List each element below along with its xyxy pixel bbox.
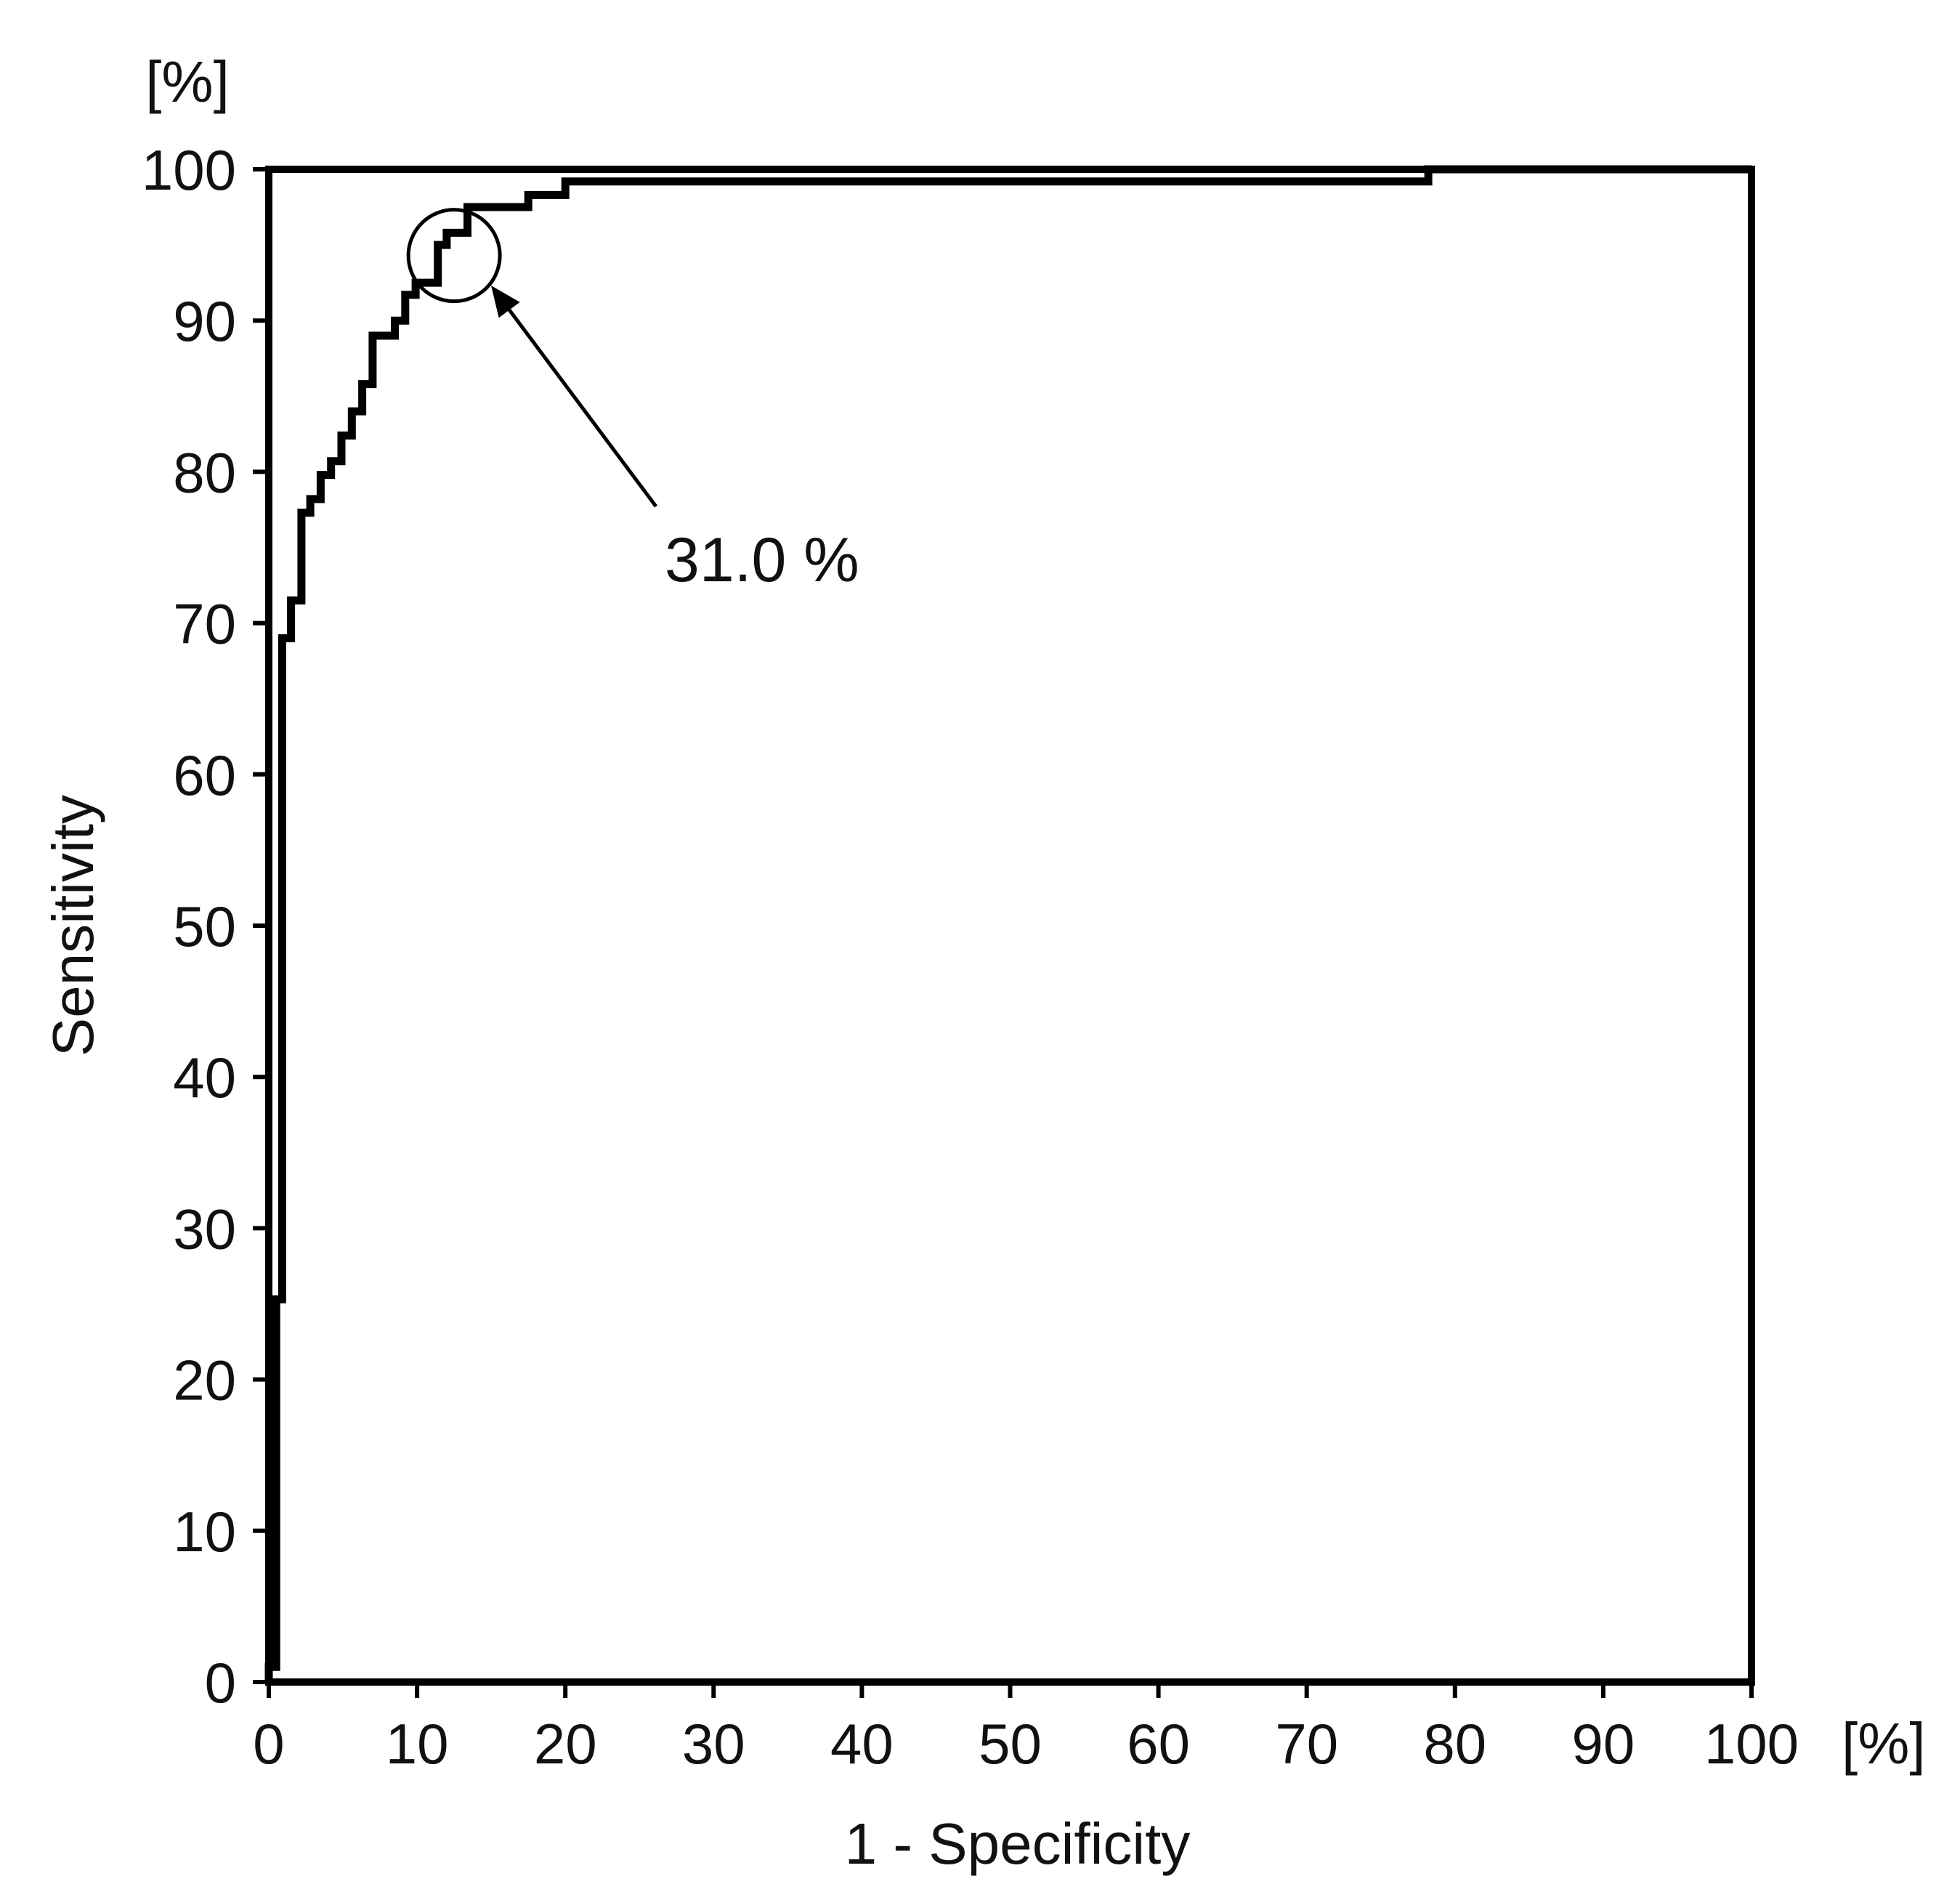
y-tick-label: 70	[173, 592, 236, 656]
plot-frame	[265, 166, 1755, 1686]
annotation-label: 31.0 %	[665, 525, 859, 595]
y-tick-label: 40	[173, 1046, 236, 1109]
y-axis-title: Sensitivity	[41, 795, 105, 1056]
x-axis-ticks: 0 10 20 30 40 50 60 70 80 90 100	[253, 1682, 1799, 1776]
x-tick-label: 100	[1704, 1712, 1799, 1776]
y-axis-ticks: 0 10 20 30 40 50 60 70 80 90 100	[142, 138, 269, 1715]
annotation-arrow-line	[498, 296, 658, 508]
y-tick-label: 30	[173, 1197, 236, 1261]
y-tick-label: 90	[173, 289, 236, 353]
y-tick-label: 60	[173, 743, 236, 807]
y-tick-label: 80	[173, 440, 236, 504]
x-tick-label: 0	[253, 1712, 284, 1776]
y-tick-label: 0	[205, 1651, 236, 1715]
x-axis-unit: [%]	[1842, 1711, 1926, 1776]
x-tick-label: 80	[1423, 1712, 1486, 1776]
x-tick-label: 10	[386, 1712, 449, 1776]
plot-area	[264, 165, 1755, 1686]
x-tick-label: 50	[979, 1712, 1042, 1776]
y-axis-unit: [%]	[145, 49, 230, 114]
x-tick-label: 90	[1572, 1712, 1635, 1776]
y-tick-label: 20	[173, 1349, 236, 1412]
y-tick-label: 50	[173, 894, 236, 958]
x-tick-label: 40	[830, 1712, 894, 1776]
y-tick-label: 100	[142, 138, 236, 202]
x-tick-label: 60	[1127, 1712, 1190, 1776]
optimal-cutoff-circle	[406, 208, 502, 304]
x-tick-label: 20	[534, 1712, 597, 1776]
y-tick-label: 10	[173, 1500, 236, 1564]
roc-curve-line	[264, 165, 1752, 1682]
x-axis-title: 1 - Specificity	[845, 1811, 1191, 1876]
annotation-layer: 31.0 %	[406, 208, 859, 595]
x-tick-label: 70	[1275, 1712, 1338, 1776]
x-tick-label: 30	[682, 1712, 745, 1776]
annotation-arrow-head	[491, 286, 520, 318]
